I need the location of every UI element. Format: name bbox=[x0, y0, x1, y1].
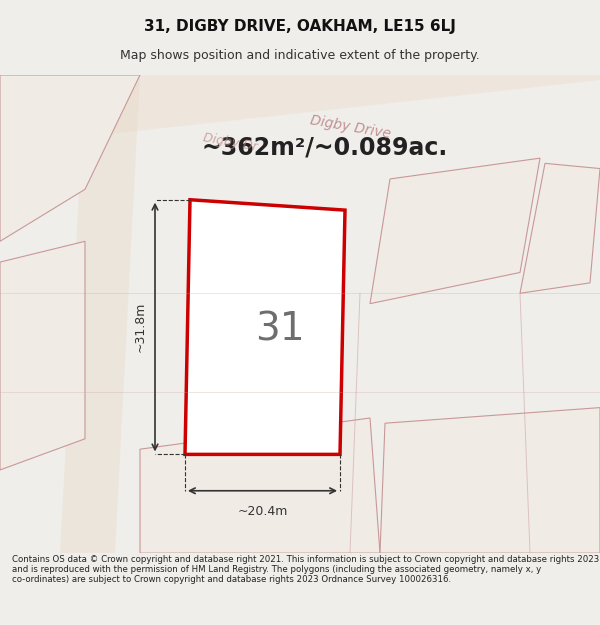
Text: Map shows position and indicative extent of the property.: Map shows position and indicative extent… bbox=[120, 49, 480, 62]
Text: Contains OS data © Crown copyright and database right 2021. This information is : Contains OS data © Crown copyright and d… bbox=[12, 554, 599, 584]
Polygon shape bbox=[520, 163, 600, 293]
Text: Digby Drive: Digby Drive bbox=[308, 113, 391, 141]
Text: 31: 31 bbox=[255, 311, 305, 349]
Text: ~362m²/~0.089ac.: ~362m²/~0.089ac. bbox=[202, 136, 448, 160]
Polygon shape bbox=[380, 408, 600, 553]
Polygon shape bbox=[0, 75, 140, 241]
Polygon shape bbox=[80, 75, 600, 138]
Text: 31, DIGBY DRIVE, OAKHAM, LE15 6LJ: 31, DIGBY DRIVE, OAKHAM, LE15 6LJ bbox=[144, 19, 456, 34]
Text: Digby Dr: Digby Dr bbox=[202, 131, 258, 154]
Polygon shape bbox=[0, 241, 85, 470]
Text: ~20.4m: ~20.4m bbox=[238, 505, 287, 518]
Polygon shape bbox=[60, 75, 140, 553]
Polygon shape bbox=[370, 158, 540, 304]
Polygon shape bbox=[140, 418, 380, 553]
Text: ~31.8m: ~31.8m bbox=[134, 302, 147, 352]
Polygon shape bbox=[185, 200, 345, 454]
